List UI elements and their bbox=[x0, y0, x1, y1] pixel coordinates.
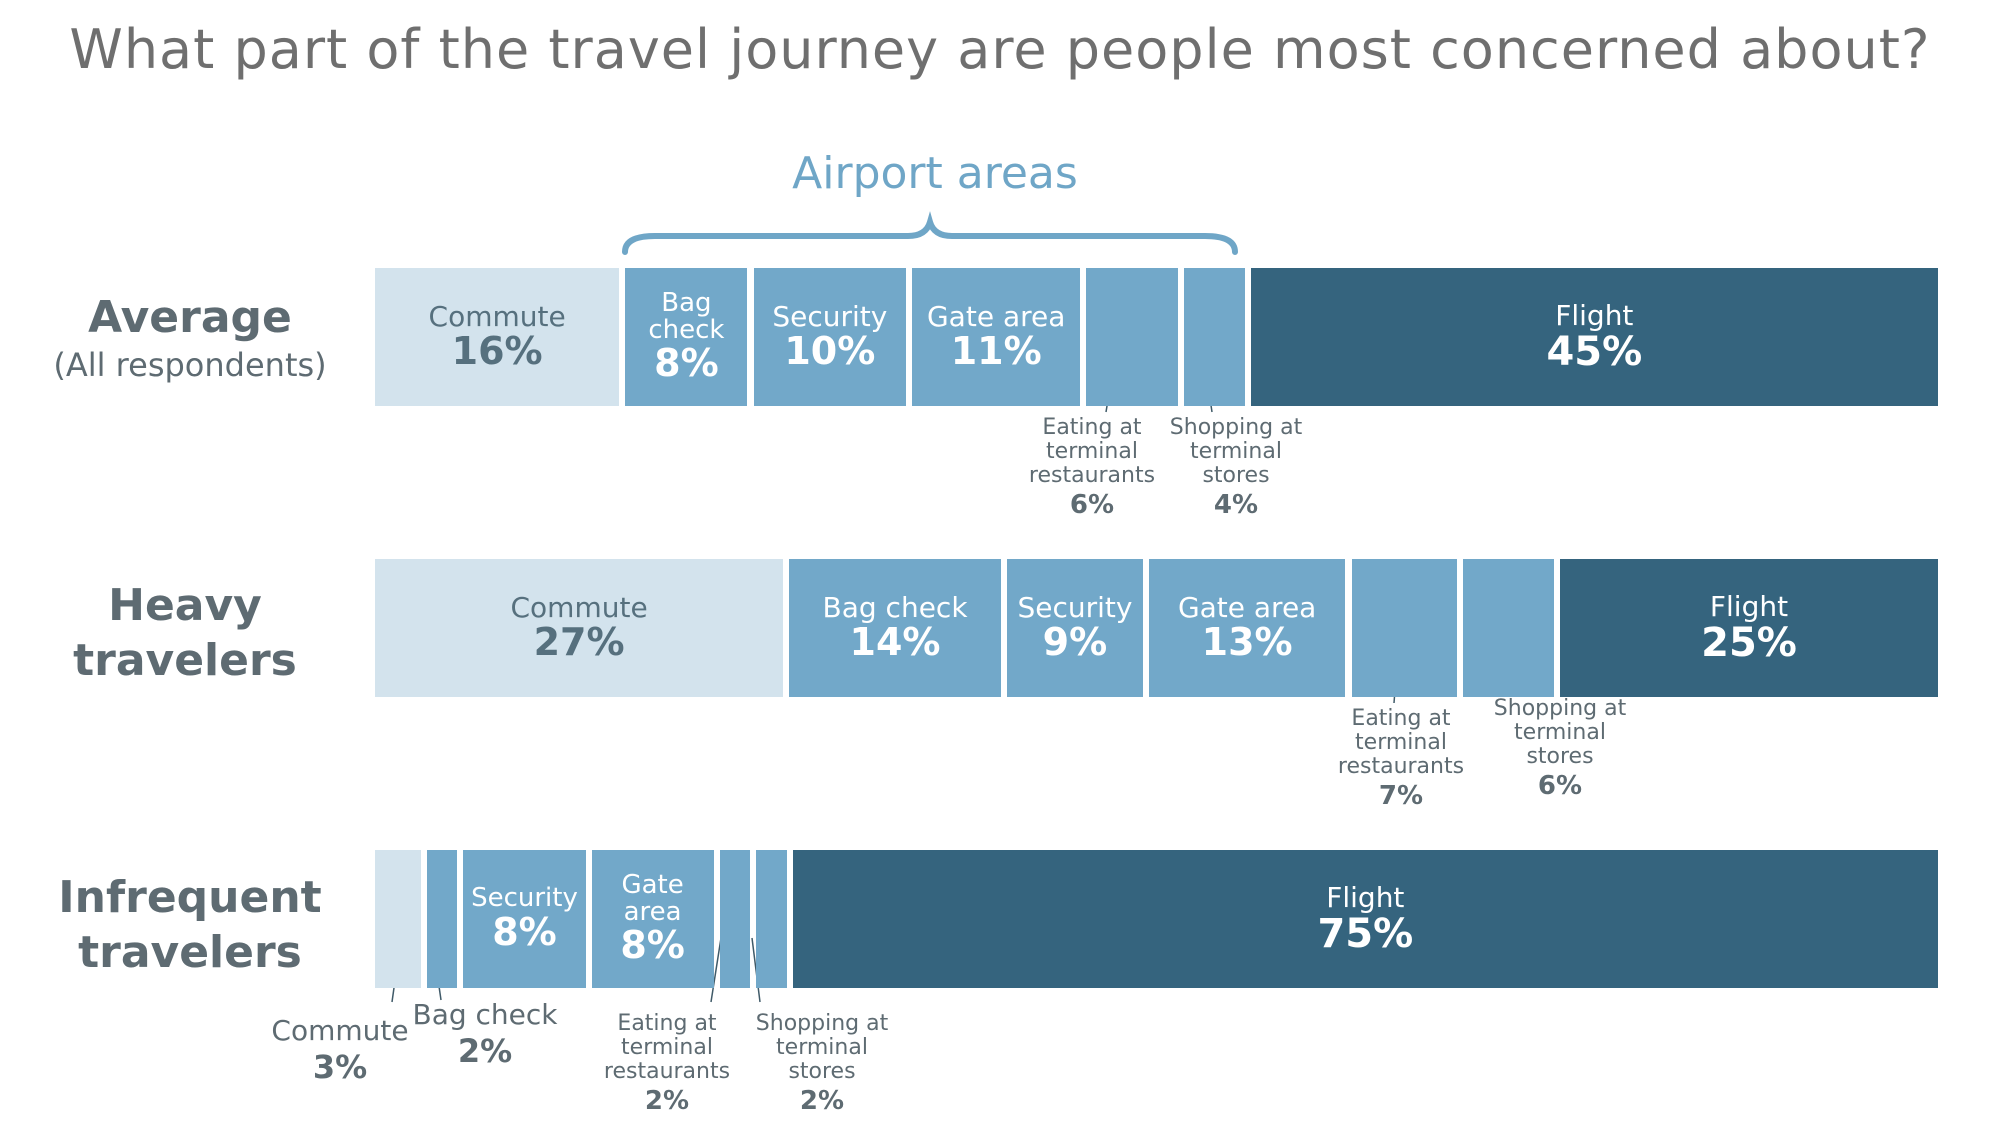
bar-segment-bag-check: Bag check 8% bbox=[625, 268, 748, 406]
callout-shopping-at-terminal-stores: Shopping at terminal stores 4% bbox=[1156, 415, 1316, 521]
callout-name-label: Eating at terminal restaurants bbox=[1028, 415, 1156, 488]
callout-shopping-at-terminal-stores: Shopping at terminal stores 2% bbox=[742, 1011, 902, 1117]
callout-name-label: Shopping at terminal stores bbox=[1169, 415, 1303, 488]
segment-value-label: 45% bbox=[1546, 328, 1643, 375]
row-label-main: Average bbox=[88, 292, 292, 343]
segment-value-label: 8% bbox=[492, 909, 557, 954]
segment-name-label: Security bbox=[772, 300, 888, 334]
bar-segment-gate-area: Gate area 11% bbox=[912, 268, 1081, 406]
callout-value-label: 7% bbox=[1378, 781, 1424, 812]
bar-segment-bag-check bbox=[426, 850, 458, 988]
callout-shopping-at-terminal-stores: Shopping at terminal stores 6% bbox=[1480, 696, 1640, 802]
segment-name-label: Gate area bbox=[621, 869, 684, 928]
callout-commute: Commute 3% bbox=[260, 1014, 420, 1087]
callout-name-label: Eating at terminal restaurants bbox=[1337, 706, 1465, 779]
callout-value-label: 6% bbox=[1069, 490, 1115, 521]
segment-name-label: Commute bbox=[510, 591, 648, 625]
callout-value-label: 4% bbox=[1213, 490, 1259, 521]
callout-leader-line bbox=[751, 937, 761, 1003]
bar-segment-security: Security 8% bbox=[463, 850, 586, 988]
bar-segment-eating-at-terminal-restaurants bbox=[719, 850, 751, 988]
segment-name-label: Bag check bbox=[648, 287, 725, 346]
callout-value-label: 2% bbox=[799, 1086, 845, 1117]
callout-bag-check: Bag check 2% bbox=[405, 998, 565, 1071]
row-label-sub: (All respondents) bbox=[53, 346, 327, 384]
segment-value-label: 8% bbox=[654, 341, 719, 386]
bar-segment-flight: Flight 75% bbox=[792, 850, 1938, 988]
callout-value-label: 6% bbox=[1537, 771, 1583, 802]
bar-segment-shopping-at-terminal-stores bbox=[1463, 559, 1554, 697]
segment-value-label: 16% bbox=[451, 328, 543, 373]
bar-segment-commute: Commute 16% bbox=[375, 268, 620, 406]
airport-areas-label: Airport areas bbox=[792, 148, 1078, 199]
callout-name-label: Bag check bbox=[412, 998, 558, 1031]
bar-segment-flight: Flight 25% bbox=[1560, 559, 1938, 697]
bar-segment-eating-at-terminal-restaurants bbox=[1351, 559, 1458, 697]
callout-value-label: 2% bbox=[457, 1032, 513, 1071]
segment-name-label: Security bbox=[1017, 591, 1133, 625]
row-label-main: Heavy travelers bbox=[73, 580, 297, 686]
bar-segment-security: Security 10% bbox=[753, 268, 907, 406]
bar-segment-security: Security 9% bbox=[1006, 559, 1143, 697]
row-label-heavy: Heavy travelers bbox=[40, 578, 330, 688]
bar-segment-bag-check: Bag check 14% bbox=[789, 559, 1001, 697]
segment-value-label: 25% bbox=[1701, 619, 1797, 666]
segment-value-label: 75% bbox=[1317, 910, 1414, 957]
segment-name-label: Flight bbox=[1709, 590, 1789, 624]
callout-eating-at-terminal-restaurants: Eating at terminal restaurants 2% bbox=[587, 1011, 747, 1117]
segment-value-label: 27% bbox=[533, 619, 625, 664]
callout-value-label: 2% bbox=[644, 1086, 690, 1117]
bar-segment-gate-area: Gate area 8% bbox=[591, 850, 714, 988]
segment-value-label: 13% bbox=[1201, 619, 1293, 664]
segment-name-label: Flight bbox=[1555, 299, 1634, 333]
segment-name-label: Commute bbox=[428, 300, 566, 334]
segment-value-label: 11% bbox=[950, 328, 1042, 373]
chart-title: What part of the travel journey are peop… bbox=[69, 18, 1931, 81]
callout-eating-at-terminal-restaurants: Eating at terminal restaurants 7% bbox=[1321, 706, 1481, 812]
bar-segment-shopping-at-terminal-stores bbox=[1183, 268, 1245, 406]
callout-eating-at-terminal-restaurants: Eating at terminal restaurants 6% bbox=[1012, 415, 1172, 521]
segment-name-label: Security bbox=[471, 883, 578, 914]
segment-value-label: 10% bbox=[784, 328, 876, 373]
bar-segment-shopping-at-terminal-stores bbox=[756, 850, 787, 988]
bar-segment-eating-at-terminal-restaurants bbox=[1086, 268, 1178, 406]
segment-value-label: 9% bbox=[1042, 619, 1108, 664]
bar-segment-gate-area: Gate area 13% bbox=[1148, 559, 1346, 697]
row-label-main: Infrequent travelers bbox=[58, 872, 322, 978]
callout-name-label: Shopping at terminal stores bbox=[755, 1011, 889, 1084]
segment-value-label: 14% bbox=[849, 619, 941, 664]
row-label-infrequent: Infrequent travelers bbox=[40, 870, 340, 980]
airport-areas-brace bbox=[622, 211, 1238, 255]
segment-value-label: 8% bbox=[620, 923, 685, 968]
segment-name-label: Bag check bbox=[822, 591, 968, 625]
callout-leader-line bbox=[710, 937, 722, 1003]
segment-name-label: Gate area bbox=[1177, 591, 1317, 625]
segment-name-label: Gate area bbox=[926, 300, 1066, 334]
bar-segment-commute: Commute 27% bbox=[375, 559, 784, 697]
bar-segment-flight: Flight 45% bbox=[1250, 268, 1938, 406]
row-label-average: Average (All respondents) bbox=[40, 290, 340, 385]
callout-name-label: Shopping at terminal stores bbox=[1493, 696, 1627, 769]
segment-name-label: Flight bbox=[1326, 881, 1405, 915]
callout-value-label: 3% bbox=[312, 1048, 368, 1087]
callout-name-label: Commute bbox=[271, 1014, 409, 1047]
bar-segment-commute bbox=[375, 850, 421, 988]
callout-name-label: Eating at terminal restaurants bbox=[603, 1011, 731, 1084]
